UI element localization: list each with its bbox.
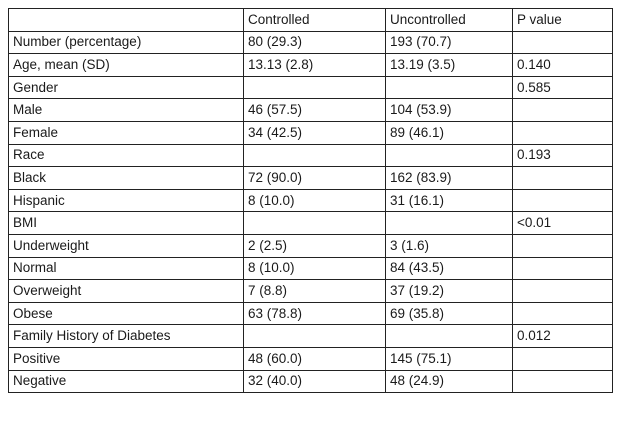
uncontrolled-cell [385,75,513,100]
controlled-cell [243,211,386,235]
uncontrolled-cell [385,143,513,168]
controlled-cell: 80 (29.3) [243,30,386,55]
p-value-cell [512,346,613,371]
uncontrolled-cell: 31 (16.1) [385,188,513,213]
table-header-row: Controlled Uncontrolled P value [8,8,613,32]
controlled-cell [243,75,386,100]
data-table: Controlled Uncontrolled P value Number (… [8,8,613,394]
row-label-cell: Overweight [8,279,244,303]
p-value-cell: <0.01 [512,211,613,235]
uncontrolled-cell: 84 (43.5) [385,256,513,281]
p-value-cell [512,279,613,303]
controlled-cell: 2 (2.5) [243,233,386,258]
table-row: Negative 32 (40.0) 48 (24.9) [8,369,613,394]
p-value-cell [512,233,613,258]
table-row: Age, mean (SD) 13.13 (2.8) 13.19 (3.5) 0.14… [8,53,613,77]
row-label-cell: Gender [8,75,244,100]
p-value-cell: 0.585 [512,75,613,100]
row-label-cell: Obese [8,301,244,326]
row-label-cell: BMI [8,211,244,235]
controlled-cell: 48 (60.0) [243,346,386,371]
row-label-cell: Age, mean (SD) [8,53,244,77]
controlled-cell: 63 (78.8) [243,301,386,326]
uncontrolled-cell: 13.19 (3.5) [385,53,513,77]
row-label-cell: Number (percentage) [8,30,244,55]
controlled-cell: 8 (10.0) [243,188,386,213]
header-cell-label [8,8,244,32]
uncontrolled-cell: 193 (70.7) [385,30,513,55]
table-row: Normal 8 (10.0) 84 (43.5) [8,256,613,281]
p-value-cell [512,166,613,190]
uncontrolled-cell: 162 (83.9) [385,166,513,190]
table-row: Female 34 (42.5) 89 (46.1) [8,120,613,145]
p-value-cell [512,188,613,213]
controlled-cell: 72 (90.0) [243,166,386,190]
uncontrolled-cell: 104 (53.9) [385,98,513,122]
controlled-cell: 8 (10.0) [243,256,386,281]
table-row: Number (percentage) 80 (29.3) 193 (70.7) [8,30,613,55]
table-row: Overweight 7 (8.8) 37 (19.2) [8,279,613,303]
controlled-cell [243,324,386,348]
uncontrolled-cell: 3 (1.6) [385,233,513,258]
uncontrolled-cell: 145 (75.1) [385,346,513,371]
table-row: Hispanic 8 (10.0) 31 (16.1) [8,188,613,213]
p-value-cell: 0.012 [512,324,613,348]
table-row: Positive 48 (60.0) 145 (75.1) [8,346,613,371]
table-row: Black 72 (90.0) 162 (83.9) [8,166,613,190]
uncontrolled-cell [385,211,513,235]
table-row: Underweight 2 (2.5) 3 (1.6) [8,233,613,258]
controlled-cell: 7 (8.8) [243,279,386,303]
table-row: Male 46 (57.5) 104 (53.9) [8,98,613,122]
p-value-cell [512,30,613,55]
p-value-cell [512,120,613,145]
uncontrolled-cell: 89 (46.1) [385,120,513,145]
header-cell-uncontrolled: Uncontrolled [385,8,513,32]
table-row: Race 0.193 [8,143,613,168]
header-cell-controlled: Controlled [243,8,386,32]
row-label-cell: Female [8,120,244,145]
p-value-cell: 0.193 [512,143,613,168]
row-label-cell: Normal [8,256,244,281]
p-value-cell [512,98,613,122]
table-row: Gender 0.585 [8,75,613,100]
controlled-cell: 32 (40.0) [243,369,386,394]
table-body: Controlled Uncontrolled P value Number (… [8,8,613,394]
row-label-cell: Underweight [8,233,244,258]
table-row: Obese 63 (78.8) 69 (35.8) [8,301,613,326]
row-label-cell: Family History of Diabetes [8,324,244,348]
header-cell-p-value: P value [512,8,613,32]
p-value-cell [512,369,613,394]
uncontrolled-cell: 69 (35.8) [385,301,513,326]
p-value-cell [512,256,613,281]
table-row: Family History of Diabetes 0.012 [8,324,613,348]
controlled-cell: 13.13 (2.8) [243,53,386,77]
uncontrolled-cell: 37 (19.2) [385,279,513,303]
row-label-cell: Male [8,98,244,122]
table-row: BMI <0.01 [8,211,613,235]
controlled-cell: 34 (42.5) [243,120,386,145]
row-label-cell: Black [8,166,244,190]
p-value-cell: 0.140 [512,53,613,77]
uncontrolled-cell [385,324,513,348]
row-label-cell: Race [8,143,244,168]
controlled-cell: 46 (57.5) [243,98,386,122]
row-label-cell: Positive [8,346,244,371]
p-value-cell [512,301,613,326]
controlled-cell [243,143,386,168]
uncontrolled-cell: 48 (24.9) [385,369,513,394]
row-label-cell: Negative [8,369,244,394]
row-label-cell: Hispanic [8,188,244,213]
